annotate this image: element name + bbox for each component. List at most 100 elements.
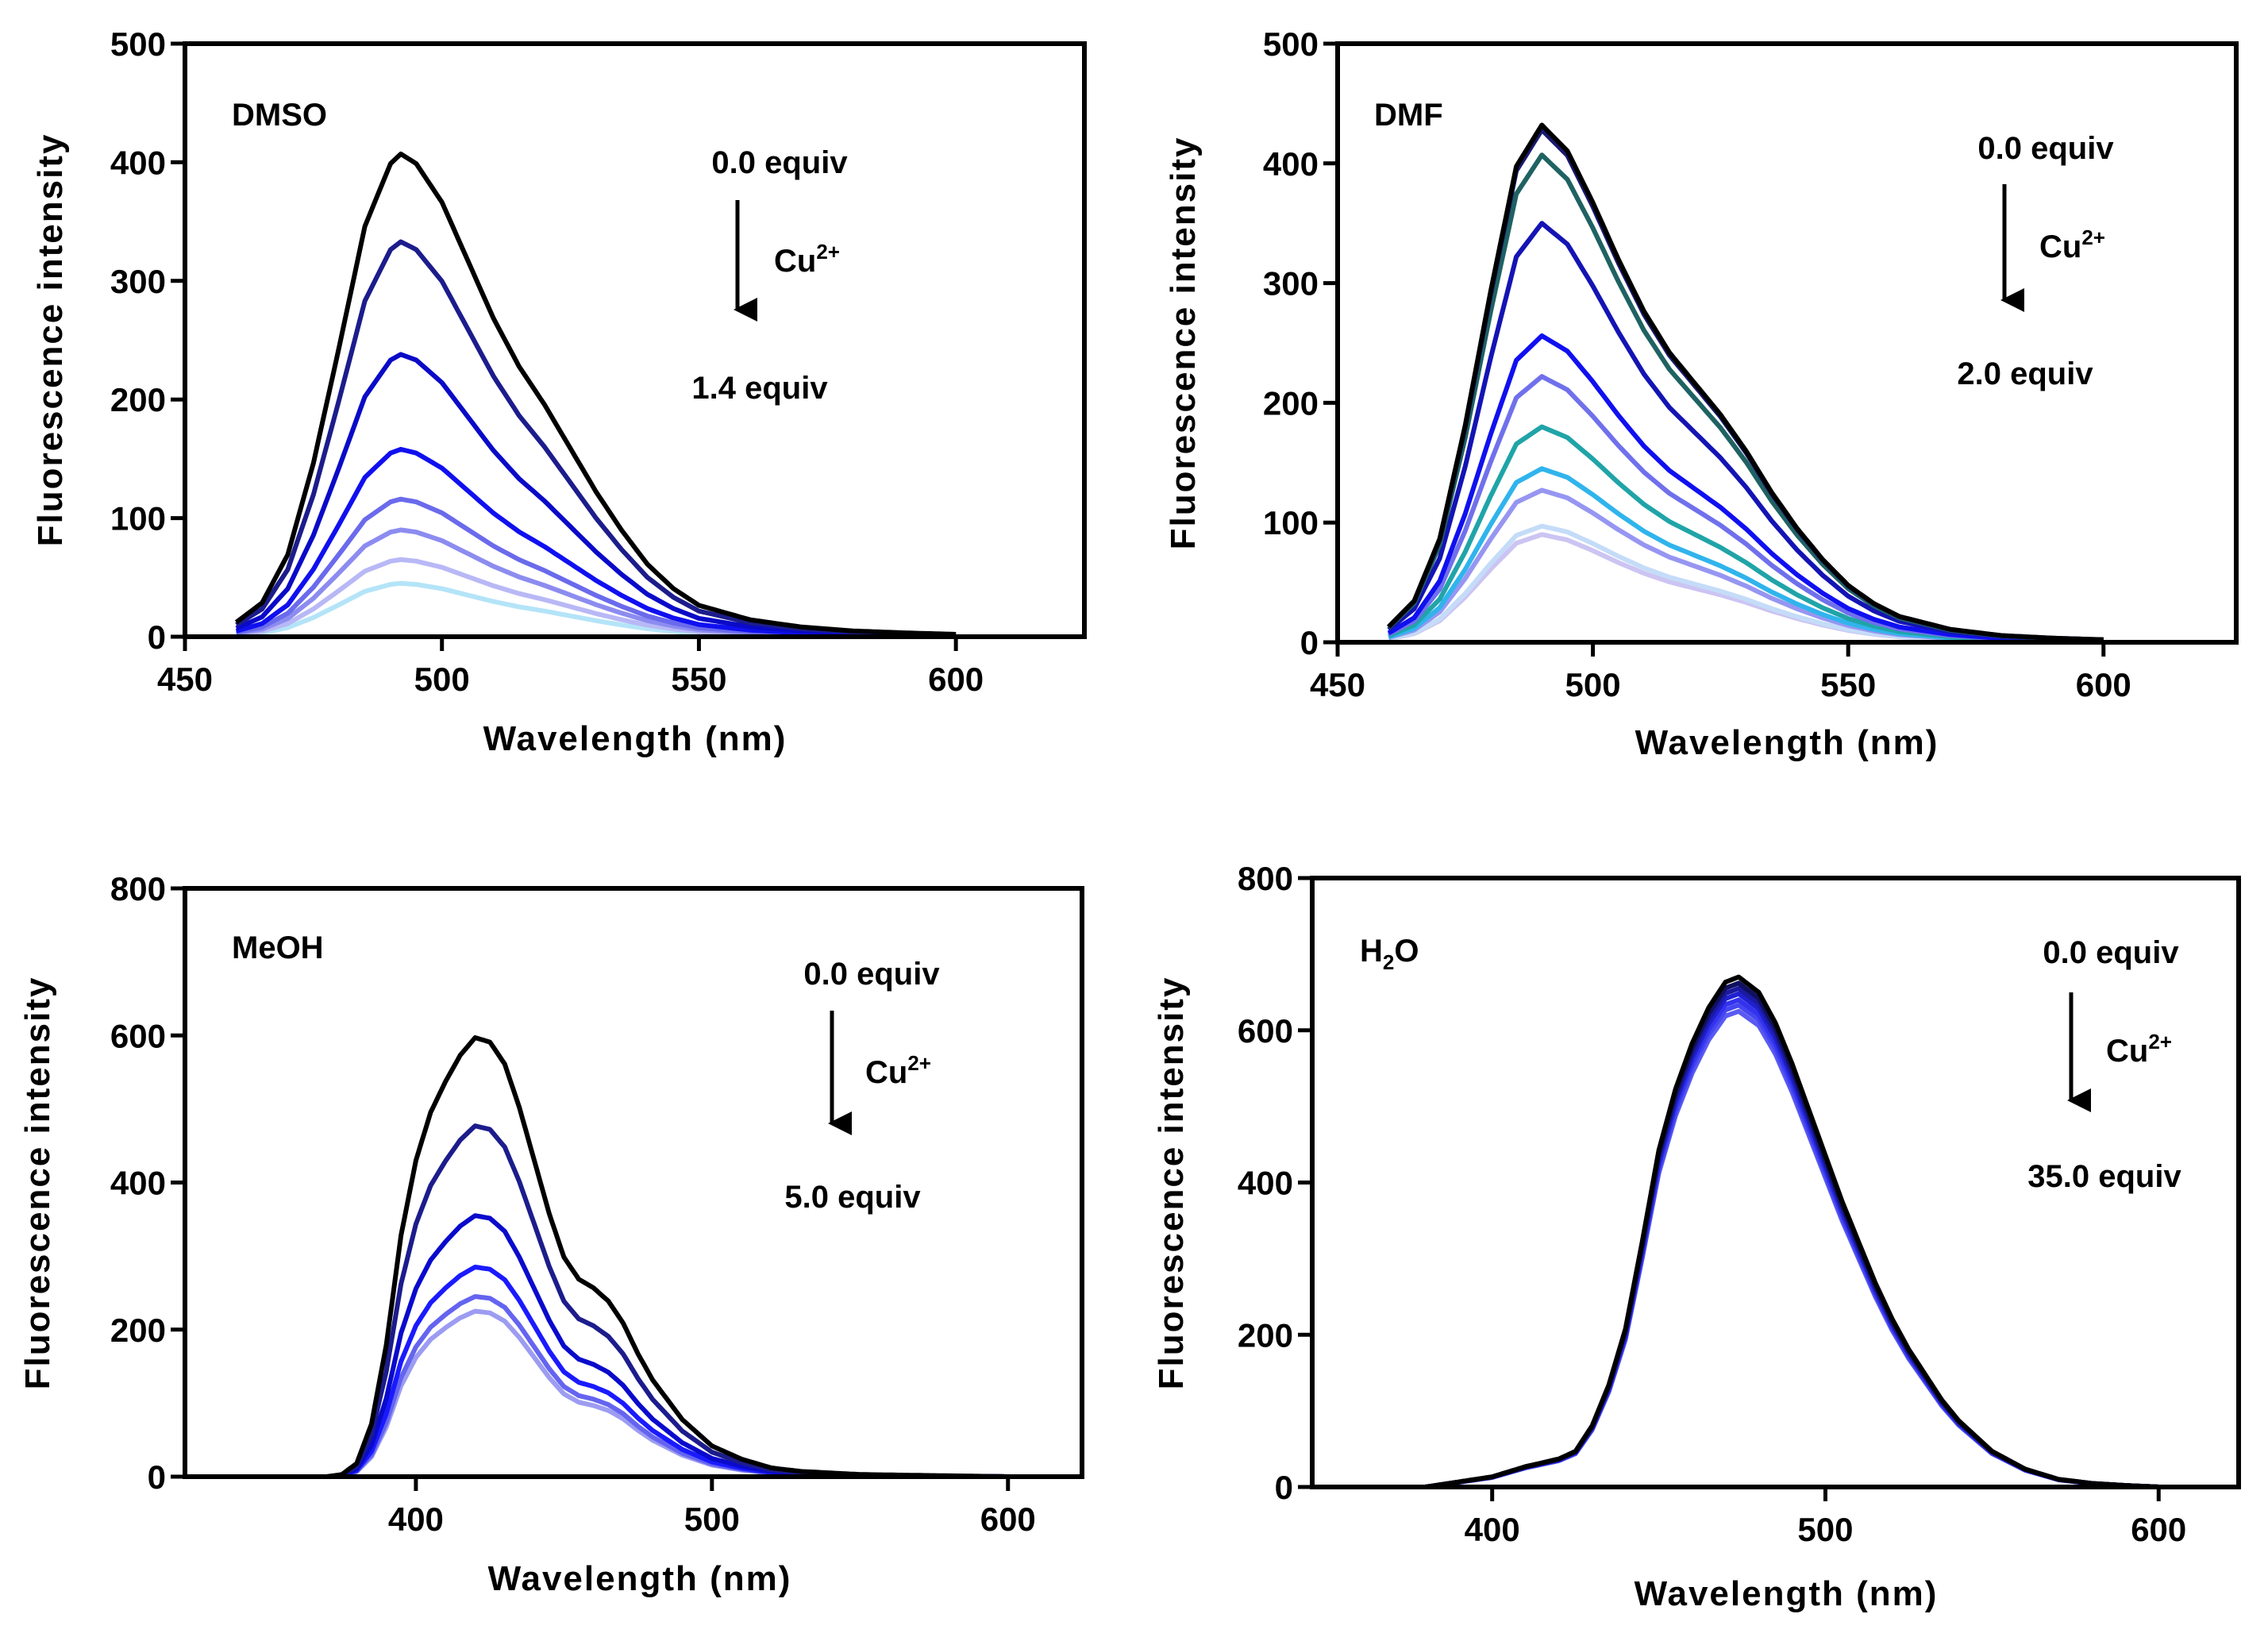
x-tick-label: 500 — [1797, 1511, 1853, 1548]
axes: 0 200 400 600 800 400 500 600 — [1238, 860, 2241, 1548]
series-line — [1358, 974, 2159, 1489]
y-tick-label: 800 — [1238, 860, 1293, 897]
y-tick-label: 0 — [148, 1458, 166, 1496]
curves — [234, 151, 957, 639]
series-line — [297, 1035, 1008, 1479]
series-line — [1358, 986, 2159, 1489]
y-axis-title: Fluorescence intensity — [31, 133, 70, 547]
axes: 0 100 200 300 400 500 450 500 550 600 — [1263, 25, 2239, 703]
panel-dmf: 0 100 200 300 400 500 450 500 550 600 DMF 0.0 equ… — [1164, 25, 2239, 762]
x-axis-title: Wavelength (nm) — [1635, 723, 1939, 762]
plot-frame — [183, 886, 1084, 1479]
ion: Cu — [2039, 229, 2081, 264]
y-tick-label: 200 — [110, 1312, 166, 1349]
y-tick-label: 300 — [110, 263, 166, 300]
ion-charge: 2+ — [2081, 225, 2105, 249]
y-tick-label: 800 — [110, 870, 166, 907]
panel-label: DMSO — [232, 98, 327, 133]
ion: Cu — [2106, 1034, 2148, 1069]
panel-meoh: 0 200 400 600 800 400 500 600 MeOH 0.0 equiv Cu… — [18, 870, 1084, 1598]
x-tick-label: 400 — [1465, 1511, 1520, 1548]
annotation-ion: Cu2+ — [774, 240, 840, 279]
x-tick-label: 450 — [157, 661, 213, 698]
annotation-ion: Cu2+ — [2039, 225, 2105, 264]
label-subscript: 2 — [1383, 950, 1394, 974]
series-line — [235, 239, 957, 638]
x-tick-label: 600 — [2131, 1511, 2186, 1548]
x-axis-title: Wavelength (nm) — [483, 719, 787, 758]
y-tick-label: 200 — [1263, 384, 1319, 422]
panel-dmso: 0 100 200 300 400 500 450 500 550 600 DMSO 0.0 eq… — [31, 25, 1087, 758]
y-tick-label: 400 — [110, 1165, 166, 1202]
y-tick-label: 600 — [1238, 1012, 1293, 1050]
label-rest: O — [1394, 934, 1419, 969]
y-tick-label: 0 — [148, 618, 166, 656]
series-line — [234, 151, 957, 637]
y-tick-label: 100 — [110, 500, 166, 537]
axes: 0 100 200 300 400 500 450 500 550 600 — [110, 25, 1087, 698]
series-line — [1358, 997, 2159, 1489]
series-line — [1358, 1003, 2159, 1489]
axes: 0 200 400 600 800 400 500 600 — [110, 870, 1084, 1538]
x-tick-label: 600 — [928, 661, 984, 698]
y-tick-label: 400 — [110, 144, 166, 181]
x-tick-label: 600 — [980, 1500, 1036, 1538]
annotation-start: 0.0 equiv — [803, 957, 940, 992]
series-line — [1358, 991, 2159, 1489]
y-axis-title: Fluorescence intensity — [1152, 977, 1191, 1390]
annotation-end: 5.0 equiv — [784, 1180, 921, 1215]
ion: Cu — [865, 1055, 907, 1090]
annotation-end: 35.0 equiv — [2027, 1159, 2181, 1194]
y-tick-label: 200 — [1238, 1316, 1293, 1354]
y-tick-label: 100 — [1263, 504, 1319, 541]
y-axis-title: Fluorescence intensity — [1164, 137, 1203, 550]
x-tick-label: 500 — [414, 661, 470, 698]
label-base: H — [1360, 934, 1383, 969]
y-tick-label: 200 — [110, 381, 166, 418]
annotation-end: 1.4 equiv — [691, 371, 828, 406]
annotation-ion: Cu2+ — [865, 1051, 931, 1090]
x-tick-label: 500 — [684, 1500, 740, 1538]
y-tick-label: 400 — [1263, 145, 1319, 183]
ion-charge: 2+ — [2148, 1030, 2172, 1054]
y-tick-label: 500 — [110, 25, 166, 63]
plot-frame — [183, 41, 1087, 639]
series-line — [297, 1308, 1008, 1479]
series-line — [235, 446, 957, 638]
ion-charge: 2+ — [816, 240, 840, 264]
ion: Cu — [774, 244, 816, 279]
y-tick-label: 400 — [1238, 1165, 1293, 1202]
annotation-start: 0.0 equiv — [711, 145, 848, 180]
x-axis-title: Wavelength (nm) — [488, 1559, 792, 1598]
series-line — [1387, 122, 2104, 642]
x-axis-title: Wavelength (nm) — [1635, 1574, 1939, 1613]
y-tick-label: 300 — [1263, 265, 1319, 302]
annotation-start: 0.0 equiv — [2043, 935, 2179, 970]
x-tick-label: 400 — [388, 1500, 444, 1538]
x-tick-label: 550 — [671, 661, 726, 698]
x-tick-label: 550 — [1820, 666, 1876, 703]
x-tick-label: 450 — [1310, 666, 1365, 703]
panel-label: DMF — [1374, 98, 1443, 133]
x-tick-label: 600 — [2076, 666, 2131, 703]
annotation-start: 0.0 equiv — [1977, 131, 2114, 166]
panel-label: MeOH — [232, 930, 324, 965]
curves — [297, 1035, 1008, 1479]
ion-charge: 2+ — [907, 1051, 931, 1075]
curves — [1358, 974, 2159, 1489]
y-tick-label: 0 — [1300, 624, 1319, 661]
series-line — [1358, 1008, 2159, 1489]
x-tick-label: 500 — [1565, 666, 1621, 703]
y-tick-label: 0 — [1275, 1469, 1293, 1506]
series-line — [1358, 980, 2159, 1489]
plot-frame — [1335, 41, 2239, 645]
y-tick-label: 500 — [1263, 25, 1319, 63]
annotation-ion: Cu2+ — [2106, 1030, 2172, 1069]
series-line — [297, 1123, 1008, 1479]
y-axis-title: Fluorescence intensity — [18, 977, 57, 1390]
panel-label: H2O — [1360, 934, 1419, 974]
y-tick-label: 600 — [110, 1017, 166, 1054]
annotation-end: 2.0 equiv — [1957, 356, 2093, 391]
